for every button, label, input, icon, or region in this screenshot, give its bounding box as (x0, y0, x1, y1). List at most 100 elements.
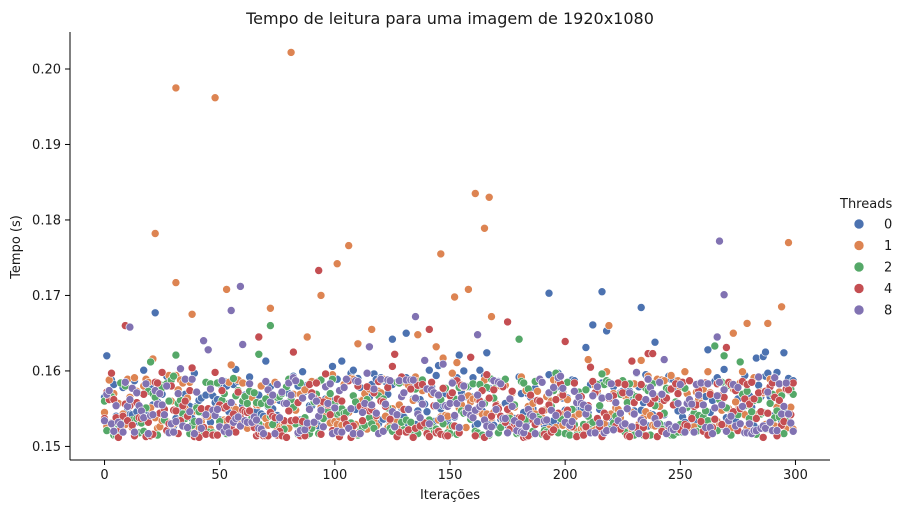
data-point-threads-4 (560, 337, 570, 346)
data-point-threads-8 (507, 402, 517, 411)
data-point-threads-8 (680, 427, 690, 437)
data-point-threads-1 (703, 367, 713, 377)
data-point-threads-8 (385, 376, 395, 386)
data-point-threads-4 (443, 431, 453, 441)
data-point-threads-8 (754, 372, 763, 382)
data-point-threads-4 (758, 433, 768, 442)
data-point-threads-1 (210, 93, 220, 102)
data-point-threads-8 (381, 399, 390, 409)
data-point-threads-8 (622, 404, 632, 414)
data-point-threads-4 (648, 349, 658, 358)
data-point-threads-8 (549, 383, 558, 392)
data-point-threads-4 (314, 266, 324, 275)
y-tick-label: 0.18 (32, 213, 61, 228)
data-point-threads-8 (781, 378, 791, 388)
data-point-threads-4 (581, 422, 591, 432)
data-point-threads-8 (323, 399, 333, 408)
data-point-threads-8 (500, 414, 510, 423)
data-point-threads-1 (367, 325, 377, 334)
data-point-threads-8 (715, 377, 724, 387)
data-point-threads-0 (761, 347, 770, 357)
data-point-threads-1 (344, 241, 354, 250)
data-point-threads-8 (132, 388, 142, 398)
data-point-threads-8 (689, 427, 699, 437)
legend-marker-threads-2 (853, 261, 865, 273)
data-point-threads-8 (643, 374, 653, 384)
data-point-threads-1 (680, 367, 690, 377)
data-point-threads-8 (157, 400, 167, 410)
data-point-threads-8 (675, 380, 685, 389)
data-point-threads-2 (164, 396, 174, 406)
data-point-threads-8 (261, 377, 271, 386)
data-point-threads-2 (514, 334, 524, 344)
data-point-threads-8 (698, 400, 708, 410)
data-point-threads-4 (620, 380, 630, 389)
data-point-threads-8 (213, 405, 222, 414)
data-point-threads-0 (581, 343, 591, 352)
data-point-threads-4 (489, 385, 499, 395)
data-point-threads-1 (487, 312, 496, 321)
data-point-threads-1 (533, 386, 542, 396)
data-point-threads-8 (111, 401, 121, 411)
data-point-threads-8 (346, 404, 356, 414)
data-point-threads-8 (118, 427, 128, 437)
data-point-threads-4 (570, 378, 579, 388)
data-point-threads-2 (249, 388, 259, 398)
data-point-threads-8 (318, 422, 328, 432)
x-tick-label: 150 (438, 468, 463, 483)
data-point-threads-8 (404, 405, 413, 414)
data-point-threads-2 (765, 399, 775, 408)
data-point-threads-8 (259, 429, 268, 438)
data-point-threads-2 (581, 385, 591, 395)
legend-marker-threads-8 (853, 304, 865, 316)
data-point-threads-8 (399, 388, 409, 398)
data-point-threads-2 (243, 399, 252, 408)
data-point-threads-0 (475, 365, 485, 375)
data-point-threads-2 (325, 389, 335, 398)
data-point-threads-4 (551, 395, 561, 404)
data-point-threads-8 (521, 422, 531, 432)
data-point-threads-4 (406, 384, 416, 394)
data-point-threads-8 (468, 413, 478, 423)
data-point-threads-8 (735, 419, 745, 429)
data-point-threads-8 (192, 387, 201, 397)
data-point-threads-8 (616, 408, 625, 418)
data-point-threads-8 (268, 390, 278, 400)
data-point-threads-4 (289, 347, 298, 357)
data-point-threads-8 (671, 422, 681, 432)
data-point-threads-8 (657, 389, 667, 399)
data-point-threads-8 (537, 377, 547, 387)
data-point-threads-8 (719, 290, 729, 300)
data-point-threads-8 (217, 376, 227, 386)
data-point-threads-8 (371, 408, 381, 418)
data-point-threads-8 (477, 399, 487, 409)
data-point-threads-8 (245, 379, 254, 389)
data-point-threads-4 (687, 414, 697, 423)
data-point-threads-8 (563, 410, 572, 420)
x-tick-label: 100 (322, 468, 347, 483)
data-point-threads-8 (369, 384, 379, 394)
data-point-threads-8 (309, 417, 319, 427)
data-point-threads-8 (763, 387, 773, 397)
data-point-threads-4 (696, 417, 706, 426)
data-point-threads-4 (217, 386, 227, 395)
data-point-threads-4 (139, 389, 148, 399)
y-axis-label: Tempo (s) (9, 215, 24, 280)
data-point-threads-8 (408, 375, 418, 385)
data-point-threads-1 (222, 285, 231, 294)
data-point-threads-8 (252, 415, 261, 425)
data-point-threads-2 (169, 371, 178, 381)
data-point-threads-8 (125, 395, 135, 404)
data-point-threads-1 (728, 328, 738, 338)
data-point-threads-4 (107, 368, 116, 378)
data-point-threads-8 (779, 402, 789, 411)
data-point-threads-2 (735, 357, 745, 367)
data-point-threads-0 (650, 337, 660, 347)
data-point-threads-4 (625, 432, 634, 441)
data-point-threads-4 (482, 370, 492, 380)
data-point-threads-8 (141, 379, 151, 389)
data-point-threads-4 (487, 411, 496, 421)
data-point-threads-8 (144, 429, 153, 438)
data-point-threads-1 (777, 302, 786, 312)
